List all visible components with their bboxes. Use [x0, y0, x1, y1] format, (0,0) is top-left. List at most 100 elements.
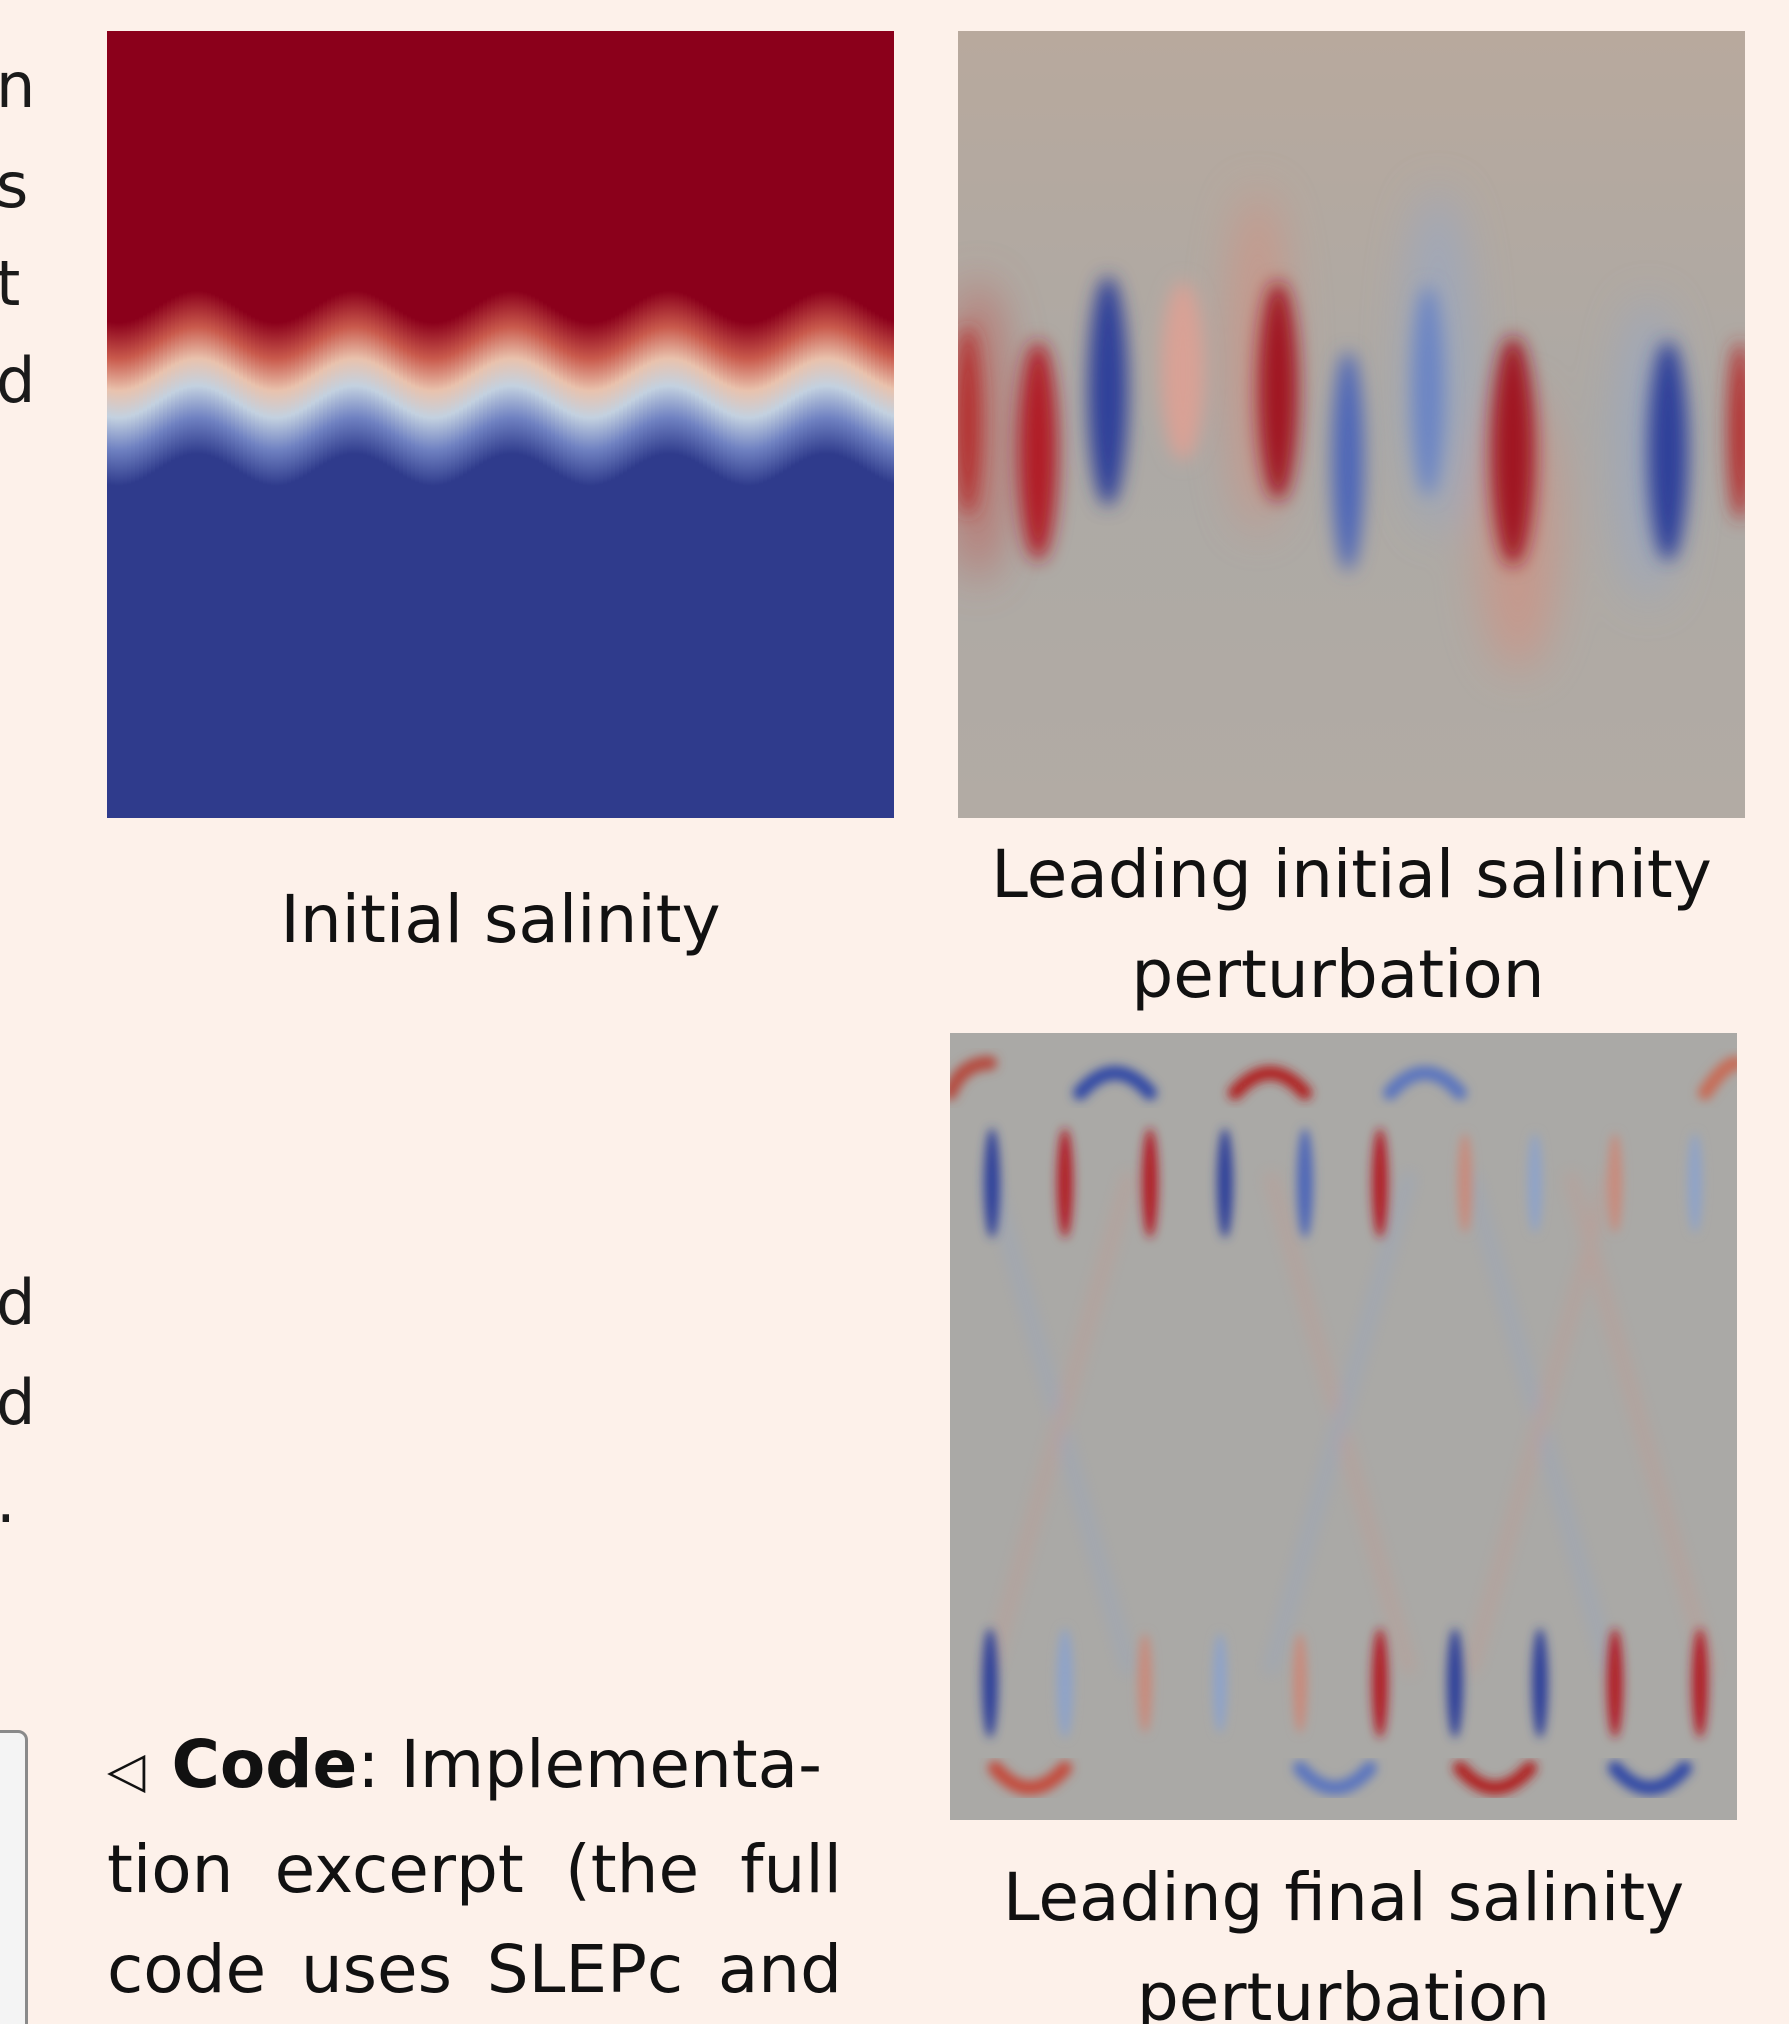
- salinity-strip: [835, 31, 840, 818]
- salinity-strip: [795, 31, 800, 818]
- salinity-strip: [219, 31, 224, 818]
- salinity-strip: [535, 31, 540, 818]
- salinity-strip: [407, 31, 412, 818]
- salinity-strip: [639, 31, 644, 818]
- salinity-strip: [163, 31, 168, 818]
- salinity-strip: [659, 31, 664, 818]
- salinity-strip: [751, 31, 756, 818]
- salinity-strip: [463, 31, 468, 818]
- salinity-strip: [703, 31, 708, 818]
- salinity-strip: [483, 31, 488, 818]
- salinity-strip: [743, 31, 748, 818]
- salinity-strip: [351, 31, 356, 818]
- salinity-strip: [811, 31, 816, 818]
- salinity-strip: [179, 31, 184, 818]
- salinity-strip: [775, 31, 780, 818]
- initial-salinity-caption: Initial salinity: [280, 881, 721, 958]
- salinity-strip: [287, 31, 292, 818]
- salinity-strip: [135, 31, 140, 818]
- salinity-strip: [491, 31, 496, 818]
- salinity-strip: [199, 31, 204, 818]
- salinity-strip: [855, 31, 860, 818]
- salinity-strip: [799, 31, 804, 818]
- salinity-strip: [563, 31, 568, 818]
- salinity-strip: [871, 31, 876, 818]
- salinity-strip: [771, 31, 776, 818]
- salinity-strip: [375, 31, 380, 818]
- salinity-strip: [475, 31, 480, 818]
- salinity-strip: [155, 31, 160, 818]
- salinity-strip: [355, 31, 360, 818]
- salinity-strip: [367, 31, 372, 818]
- salinity-strip: [471, 31, 476, 818]
- code-note-text-1: : Implementa-: [357, 1726, 822, 1803]
- salinity-strip: [123, 31, 128, 818]
- salinity-strip: [107, 31, 112, 818]
- salinity-strip: [371, 31, 376, 818]
- leading-final-perturbation-caption-line2: perturbation: [1136, 1959, 1551, 2024]
- salinity-strip: [579, 31, 584, 818]
- salinity-strip: [399, 31, 404, 818]
- salinity-strip: [867, 31, 872, 818]
- left-text-fragment: s: [0, 149, 29, 222]
- salinity-strip: [587, 31, 592, 818]
- salinity-strip: [843, 31, 848, 818]
- salinity-strip: [359, 31, 364, 818]
- code-note: ◁ Code: Implementa- tion excerpt (the ful…: [107, 1715, 842, 2020]
- salinity-strip: [683, 31, 688, 818]
- salinity-strip: [887, 31, 892, 818]
- salinity-strip: [211, 31, 216, 818]
- salinity-strip: [347, 31, 352, 818]
- salinity-strip: [823, 31, 828, 818]
- salinity-strip: [879, 31, 884, 818]
- code-note-line-1: ◁ Code: Implementa-: [107, 1715, 842, 1820]
- salinity-strip: [767, 31, 772, 818]
- salinity-strip: [423, 31, 428, 818]
- salinity-strip: [723, 31, 728, 818]
- code-note-line-2: tion excerpt (the full: [107, 1831, 842, 1908]
- salinity-strip: [119, 31, 124, 818]
- salinity-strip: [779, 31, 784, 818]
- salinity-strip: [427, 31, 432, 818]
- salinity-strip: [523, 31, 528, 818]
- salinity-strip: [551, 31, 556, 818]
- left-text-fragment: d: [0, 1366, 36, 1439]
- salinity-strip: [403, 31, 408, 818]
- salinity-strip: [875, 31, 880, 818]
- leading-initial-perturbation-image: [958, 31, 1745, 818]
- salinity-strip: [459, 31, 464, 818]
- salinity-strip: [555, 31, 560, 818]
- salinity-strip: [175, 31, 180, 818]
- salinity-strip: [151, 31, 156, 818]
- salinity-strip: [331, 31, 336, 818]
- salinity-strip: [243, 31, 248, 818]
- salinity-strip: [363, 31, 368, 818]
- salinity-strip: [435, 31, 440, 818]
- salinity-strip: [839, 31, 844, 818]
- salinity-strip: [271, 31, 276, 818]
- salinity-strip: [595, 31, 600, 818]
- salinity-strip: [319, 31, 324, 818]
- salinity-strip: [395, 31, 400, 818]
- salinity-strip: [859, 31, 864, 818]
- salinity-strip: [439, 31, 444, 818]
- salinity-strip: [307, 31, 312, 818]
- salinity-strip: [379, 31, 384, 818]
- salinity-strip: [187, 31, 192, 818]
- salinity-strip: [511, 31, 516, 818]
- salinity-strip: [635, 31, 640, 818]
- salinity-strip: [235, 31, 240, 818]
- salinity-strip: [591, 31, 596, 818]
- salinity-strip: [543, 31, 548, 818]
- left-text-fragment: d: [0, 344, 36, 417]
- left-text-fragment: n: [0, 49, 36, 122]
- salinity-strip: [207, 31, 212, 818]
- salinity-strip: [583, 31, 588, 818]
- salinity-strip: [195, 31, 200, 818]
- salinity-strip: [503, 31, 508, 818]
- code-label: Code: [171, 1726, 358, 1803]
- salinity-strip: [571, 31, 576, 818]
- salinity-strip: [167, 31, 172, 818]
- leading-final-perturbation-caption-line1: Leading final salinity: [1002, 1859, 1685, 1936]
- salinity-strip: [539, 31, 544, 818]
